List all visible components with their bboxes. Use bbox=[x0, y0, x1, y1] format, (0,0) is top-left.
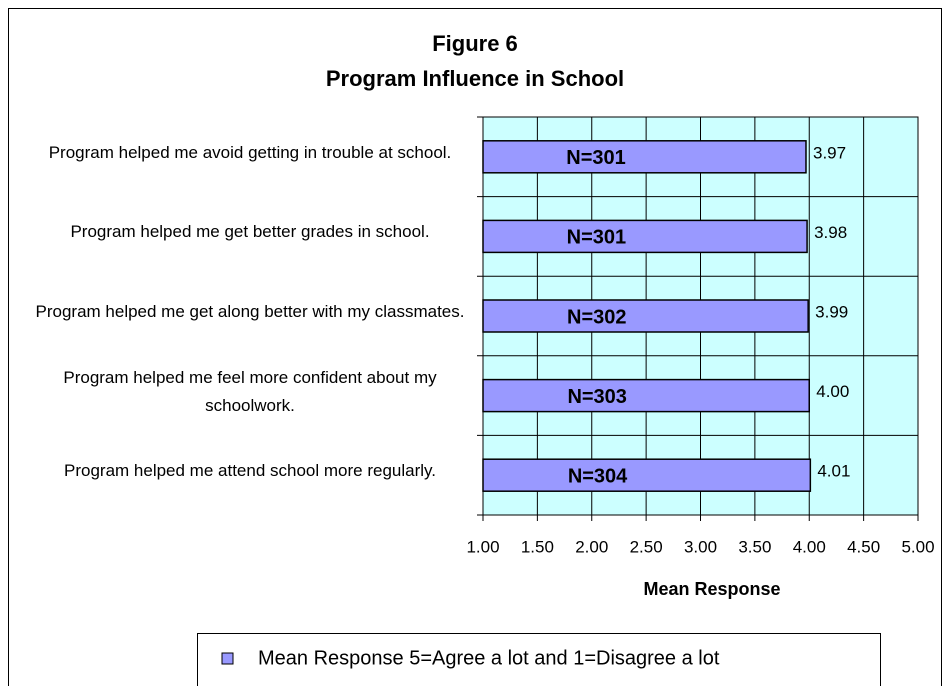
x-tick-label: 1.50 bbox=[521, 537, 554, 556]
legend-swatch bbox=[221, 652, 234, 665]
x-tick-label: 3.00 bbox=[684, 537, 717, 556]
bar-annotation: N=302 bbox=[567, 306, 627, 328]
x-tick-label: 2.00 bbox=[575, 537, 608, 556]
legend-box bbox=[197, 633, 881, 686]
y-tick-label: Program helped me feel more confident ab… bbox=[63, 367, 437, 415]
x-tick-label: 5.00 bbox=[901, 537, 934, 556]
bar-annotation: N=304 bbox=[568, 465, 628, 487]
x-axis-label: Mean Response bbox=[643, 579, 780, 599]
chart-subtitle: Program Influence in School bbox=[326, 66, 624, 91]
x-tick-label: 1.00 bbox=[466, 537, 499, 556]
x-tick-label: 3.50 bbox=[738, 537, 771, 556]
legend-label: Mean Response 5=Agree a lot and 1=Disagr… bbox=[258, 647, 720, 669]
y-tick-label: Program helped me attend school more reg… bbox=[64, 461, 436, 481]
y-tick-label: Program helped me get better grades in s… bbox=[70, 222, 430, 242]
bar-annotation: N=301 bbox=[567, 227, 627, 249]
bar bbox=[482, 378, 810, 413]
x-tick-label: 4.00 bbox=[793, 537, 826, 556]
bar bbox=[482, 458, 812, 492]
value-label: 3.98 bbox=[814, 223, 847, 242]
value-label: 4.01 bbox=[817, 462, 850, 481]
value-label: 3.97 bbox=[813, 143, 846, 162]
value-label: 4.00 bbox=[816, 382, 849, 401]
x-tick-label: 2.50 bbox=[630, 537, 663, 556]
bar bbox=[482, 219, 808, 254]
bar-annotation: N=301 bbox=[566, 147, 626, 169]
chart-title: Figure 6 bbox=[432, 31, 518, 56]
x-tick-label: 4.50 bbox=[847, 537, 880, 556]
y-tick-label: Program helped me get along better with … bbox=[35, 302, 465, 321]
value-label: 3.99 bbox=[815, 302, 848, 321]
bar bbox=[482, 140, 807, 174]
bar-annotation: N=303 bbox=[567, 386, 627, 408]
bar bbox=[482, 299, 809, 333]
y-tick-label: Program helped me avoid getting in troub… bbox=[48, 142, 452, 162]
